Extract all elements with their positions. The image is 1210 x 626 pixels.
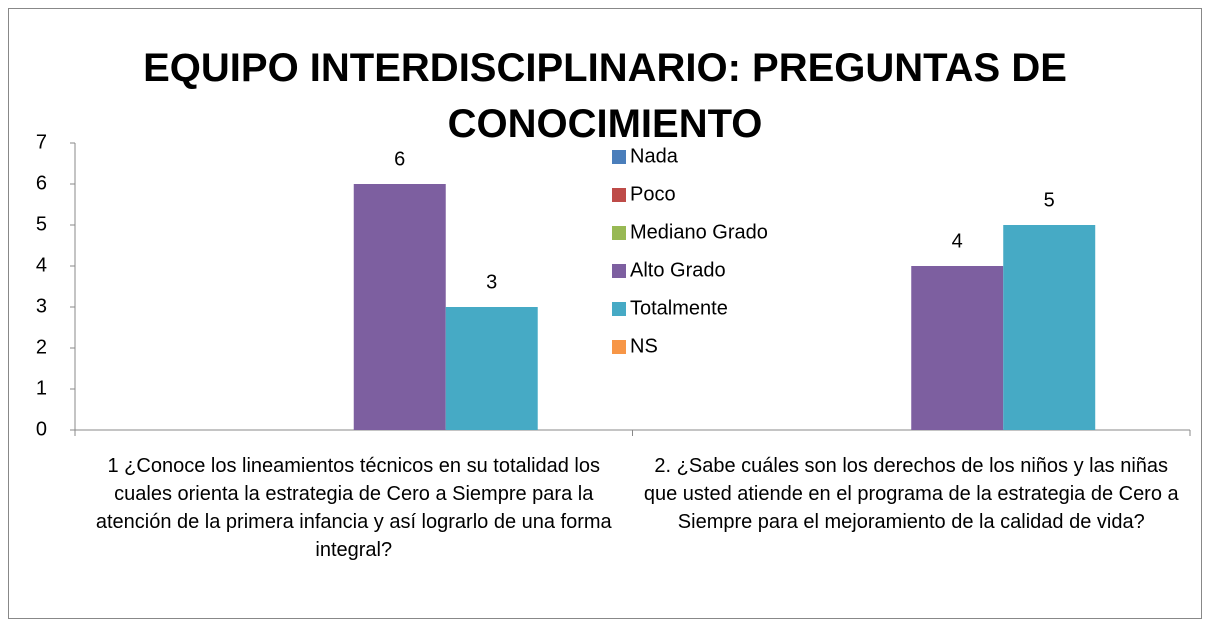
legend-label: Nada bbox=[630, 145, 679, 167]
chart-title: EQUIPO INTERDISCIPLINARIO: PREGUNTAS DE … bbox=[143, 46, 1067, 146]
legend-swatch bbox=[612, 264, 626, 278]
legend-label: Totalmente bbox=[630, 297, 728, 319]
data-label: 3 bbox=[486, 271, 497, 293]
data-label: 5 bbox=[1044, 189, 1055, 211]
data-label: 4 bbox=[952, 230, 963, 252]
data-label: 6 bbox=[394, 148, 405, 170]
legend-swatch bbox=[612, 302, 626, 316]
legend-swatch bbox=[612, 188, 626, 202]
y-tick-label: 7 bbox=[36, 131, 47, 153]
x-tick-label: 1 ¿Conoce los lineamientos técnicos en s… bbox=[95, 455, 612, 561]
x-tick-label: 2. ¿Sabe cuáles son los derechos de los … bbox=[643, 455, 1179, 533]
legend-label: Mediano Grado bbox=[630, 221, 768, 243]
y-tick-label: 5 bbox=[36, 213, 47, 235]
y-tick-label: 1 bbox=[36, 377, 47, 399]
bar bbox=[445, 307, 538, 430]
y-tick-label: 2 bbox=[36, 336, 47, 358]
legend-swatch bbox=[612, 226, 626, 240]
y-tick-label: 4 bbox=[36, 254, 47, 276]
legend-swatch bbox=[612, 150, 626, 164]
y-tick-label: 0 bbox=[36, 418, 47, 440]
legend-label: NS bbox=[630, 335, 658, 357]
legend-label: Poco bbox=[630, 183, 676, 205]
legend-label: Alto Grado bbox=[630, 259, 726, 281]
chart-border bbox=[8, 8, 1202, 619]
y-tick-label: 6 bbox=[36, 172, 47, 194]
bar bbox=[911, 266, 1004, 430]
y-tick-label: 3 bbox=[36, 295, 47, 317]
legend-swatch bbox=[612, 340, 626, 354]
bar bbox=[353, 184, 446, 430]
bar bbox=[1003, 225, 1096, 430]
